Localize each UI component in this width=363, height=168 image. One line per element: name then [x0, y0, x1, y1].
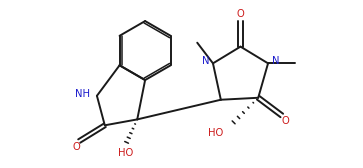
Text: O: O — [237, 9, 244, 19]
Text: HO: HO — [208, 128, 223, 138]
Text: NH: NH — [75, 89, 90, 99]
Text: N: N — [272, 56, 280, 66]
Text: O: O — [72, 142, 80, 152]
Text: N: N — [201, 56, 209, 66]
Text: O: O — [282, 116, 290, 126]
Text: HO: HO — [118, 148, 133, 158]
